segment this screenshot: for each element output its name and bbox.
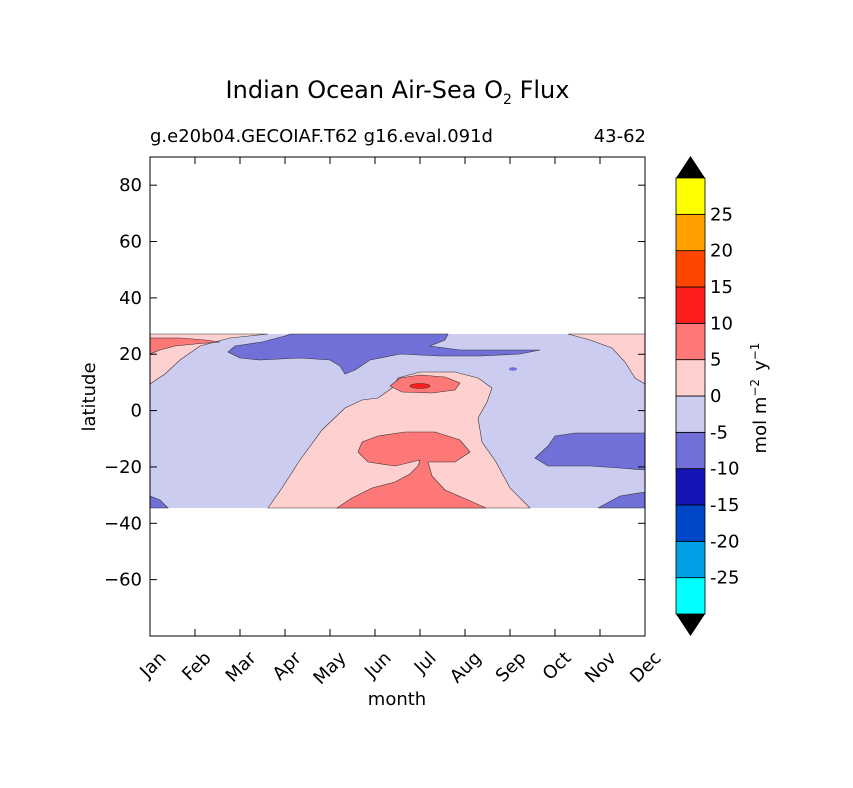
x-tick-label: May: [309, 647, 350, 688]
region-strong-outgassing-south: [336, 431, 487, 509]
colorbar-band: [675, 213, 706, 252]
y-tick-label: 20: [119, 344, 142, 365]
colorbar-tick-label: -5: [710, 422, 728, 443]
colorbar-tick-label: -15: [710, 495, 739, 516]
colorbar-band: [675, 468, 706, 506]
y-tick-label: 0: [131, 401, 142, 422]
colorbar-band: [675, 577, 706, 615]
y-tick-label: −40: [104, 513, 142, 534]
title-main: Indian Ocean Air-Sea O: [225, 76, 503, 104]
colorbar-tick-label: 5: [710, 350, 721, 371]
colorbar: 25 20 15 10 5 0 -5 -10 -15 -20 -25: [675, 156, 739, 636]
region-outgassing-ne: [567, 333, 645, 385]
region-outgassing-nw: [150, 333, 269, 385]
chart-subtitle-right: 43-62: [593, 126, 646, 147]
colorbar-label-mid: y: [750, 360, 771, 371]
colorbar-tick-label: 10: [710, 313, 733, 334]
colorbar-tick-label: 15: [710, 277, 733, 298]
colorbar-band: [675, 250, 706, 288]
x-tick-label: Feb: [178, 648, 215, 685]
x-axis-label: month: [368, 689, 426, 710]
region-strong-outgassing-nw: [150, 337, 221, 355]
x-tick-label: Jul: [410, 648, 441, 679]
y-axis: 80 60 40 20 0 −20 −40 −60: [104, 175, 645, 591]
colorbar-tick-label: -20: [710, 531, 739, 552]
x-tick-label: Jan: [135, 648, 170, 683]
colorbar-label: mol m−2 y−1: [748, 343, 771, 454]
x-tick-label: Oct: [539, 648, 576, 685]
chart-subtitle-left: g.e20b04.GECOIAF.T62 g16.eval.091d: [150, 126, 493, 147]
y-tick-label: 40: [119, 288, 142, 309]
x-tick-label: Nov: [581, 647, 621, 687]
y-axis-label: latitude: [79, 362, 100, 431]
x-tick-label: Apr: [269, 647, 306, 684]
colorbar-band: [675, 359, 706, 397]
colorbar-label-exp1: −2: [748, 379, 762, 397]
x-tick-label: Sep: [492, 648, 531, 687]
y-tick-label: −20: [104, 457, 142, 478]
colorbar-extend-max: [676, 156, 705, 178]
region-uptake-southwest: [150, 495, 169, 509]
colorbar-tick-label: 0: [710, 386, 721, 407]
x-tick-label: Aug: [446, 648, 486, 688]
plot-frame: [149, 156, 646, 637]
colorbar-label-main: mol m: [750, 397, 771, 454]
colorbar-extend-min: [676, 614, 705, 636]
y-tick-label: −60: [104, 570, 142, 591]
title-subscript: 2: [503, 92, 512, 108]
x-tick-label: Jun: [360, 648, 395, 683]
colorbar-band: [675, 431, 706, 470]
x-tick-label: Dec: [626, 648, 665, 687]
region-uptake-southeast: [534, 432, 645, 471]
title-suffix: Flux: [519, 76, 570, 104]
chart-title: Indian Ocean Air-Sea O2 Flux: [0, 76, 795, 108]
region-uptake-small: [509, 367, 517, 371]
y-tick-label: 60: [119, 232, 142, 253]
colorbar-tick-label: 25: [710, 204, 733, 225]
region-uptake-north: [227, 333, 541, 375]
colorbar-band: [675, 540, 706, 579]
colorbar-band: [675, 504, 706, 542]
colorbar-tick-label: -25: [710, 568, 739, 589]
colorbar-tick-label: -10: [710, 459, 739, 480]
region-peak-outgassing: [409, 383, 431, 389]
colorbar-band: [675, 286, 706, 324]
region-uptake-southeast-corner: [597, 491, 645, 509]
colorbar-band: [675, 322, 706, 361]
colorbar-band: [675, 177, 706, 215]
contour-field: [150, 333, 645, 509]
colorbar-band: [675, 395, 706, 433]
x-tick-label: Mar: [222, 647, 261, 686]
colorbar-tick-label: 20: [710, 241, 733, 262]
colorbar-label-exp2: −1: [748, 343, 762, 361]
y-tick-label: 80: [119, 175, 142, 196]
